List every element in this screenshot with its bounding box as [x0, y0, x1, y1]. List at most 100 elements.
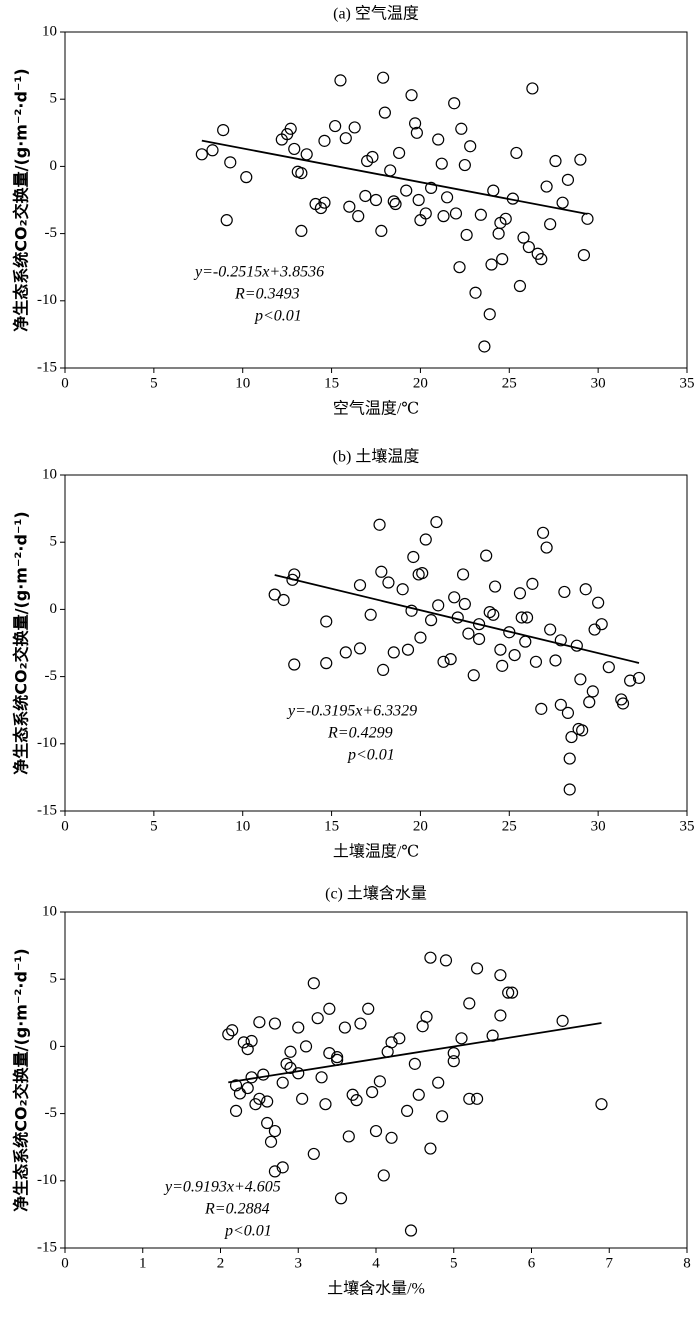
- data-point: [405, 89, 418, 102]
- x-tick-label: 0: [61, 818, 69, 834]
- data-point: [586, 685, 599, 698]
- data-point: [444, 653, 457, 666]
- data-point: [400, 184, 413, 197]
- x-axis-label: 土壤温度/℃: [333, 842, 419, 861]
- data-point: [241, 1081, 254, 1095]
- data-point: [257, 1068, 270, 1081]
- data-point: [412, 1088, 425, 1101]
- data-point: [480, 549, 493, 562]
- data-point: [261, 1116, 274, 1130]
- data-point: [222, 1028, 235, 1041]
- x-tick-label: 0: [61, 1255, 69, 1271]
- data-point: [424, 614, 438, 627]
- data-point: [354, 1017, 367, 1030]
- data-point: [375, 565, 388, 578]
- data-point: [496, 253, 509, 266]
- chart-title: (b) 土壤温度: [333, 447, 420, 466]
- data-point: [540, 541, 553, 554]
- data-point: [561, 706, 575, 719]
- annotation: p<0.01: [254, 308, 302, 325]
- data-point: [268, 588, 281, 601]
- data-point: [554, 634, 567, 647]
- data-point: [488, 580, 502, 593]
- data-point: [334, 1192, 348, 1205]
- data-point: [407, 550, 420, 564]
- data-point: [366, 1085, 379, 1099]
- data-point: [502, 986, 515, 999]
- data-point: [206, 144, 219, 157]
- x-tick-label: 7: [606, 1255, 614, 1271]
- data-point: [401, 1104, 414, 1118]
- data-point: [624, 674, 637, 687]
- x-tick-label: 8: [683, 1255, 691, 1271]
- x-tick-label: 15: [324, 375, 339, 391]
- x-tick-label: 5: [150, 818, 158, 834]
- data-point: [510, 146, 523, 160]
- data-point: [432, 599, 445, 612]
- data-point: [375, 224, 388, 238]
- data-point: [280, 1057, 293, 1070]
- data-point: [517, 231, 530, 244]
- data-point: [435, 157, 448, 170]
- data-point: [387, 195, 400, 208]
- data-point: [348, 121, 361, 134]
- x-tick-label: 20: [413, 818, 428, 834]
- data-point: [319, 1098, 332, 1111]
- data-point: [369, 193, 383, 207]
- data-point: [318, 196, 331, 209]
- data-point: [483, 605, 496, 619]
- data-point: [412, 193, 425, 207]
- x-tick-label: 25: [502, 818, 517, 834]
- data-point: [494, 969, 507, 982]
- data-point: [307, 977, 320, 990]
- data-point: [237, 1036, 250, 1049]
- data-point: [616, 697, 630, 710]
- data-point: [632, 671, 646, 685]
- data-point: [522, 240, 535, 254]
- data-point: [464, 140, 477, 153]
- data-point: [463, 1092, 476, 1105]
- data-point: [505, 986, 519, 999]
- data-point: [494, 216, 507, 229]
- data-point: [405, 604, 418, 617]
- x-axis-label: 土壤含水量/%: [327, 1279, 425, 1298]
- data-point: [318, 134, 331, 147]
- data-point: [419, 533, 432, 546]
- data-point: [483, 308, 496, 321]
- data-point: [472, 632, 486, 646]
- data-point: [435, 1110, 449, 1123]
- data-point: [487, 608, 500, 621]
- data-point: [307, 1147, 320, 1161]
- data-point: [556, 196, 569, 209]
- data-point: [508, 648, 521, 662]
- data-point: [292, 1021, 305, 1034]
- data-point: [574, 153, 587, 166]
- data-point: [447, 1055, 460, 1068]
- data-point: [577, 249, 591, 262]
- data-point: [276, 1076, 289, 1089]
- data-point: [492, 227, 505, 240]
- data-point: [323, 1002, 336, 1015]
- x-tick-label: 15: [324, 818, 339, 834]
- data-point: [387, 646, 400, 659]
- x-tick-label: 35: [680, 375, 695, 391]
- data-point: [485, 258, 498, 271]
- data-point: [268, 1124, 282, 1138]
- data-point: [373, 518, 386, 531]
- data-point: [448, 591, 461, 604]
- data-point: [424, 951, 437, 964]
- data-point: [362, 1002, 375, 1015]
- data-point: [220, 214, 233, 227]
- annotation: y=-0.3195x+6.3329: [286, 703, 417, 720]
- data-point: [288, 142, 301, 156]
- data-point: [574, 673, 587, 686]
- data-point: [496, 659, 509, 672]
- data-point: [384, 164, 397, 177]
- data-point: [579, 583, 592, 596]
- data-point: [331, 1051, 344, 1064]
- data-point: [378, 106, 391, 119]
- data-point: [224, 156, 237, 169]
- y-tick-label: -10: [37, 735, 57, 751]
- trend-line: [274, 574, 640, 664]
- data-point: [353, 642, 367, 655]
